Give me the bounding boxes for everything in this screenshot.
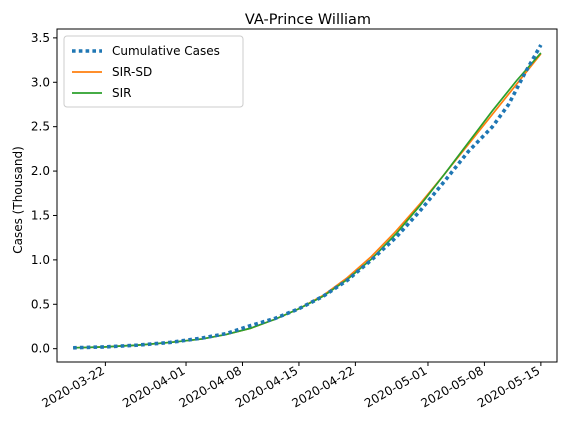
y-tick-label: 2.5 bbox=[31, 120, 50, 134]
legend-label: Cumulative Cases bbox=[112, 44, 220, 58]
y-tick-label: 0.5 bbox=[31, 297, 50, 311]
y-tick-label: 0.0 bbox=[31, 342, 50, 356]
y-tick-label: 2.0 bbox=[31, 164, 50, 178]
y-tick-label: 1.5 bbox=[31, 208, 50, 222]
legend-box bbox=[63, 35, 244, 108]
legend-label: SIR bbox=[112, 86, 132, 100]
plot-frame bbox=[56, 28, 558, 363]
chart-title: VA-Prince William bbox=[245, 12, 371, 28]
series-line-cumulative-cases bbox=[73, 44, 543, 350]
y-tick-label: 1.0 bbox=[31, 253, 50, 267]
y-tick-label: 3.0 bbox=[31, 75, 50, 89]
y-tick-label: 3.5 bbox=[31, 31, 50, 45]
y-axis-label: Cases (Thousand) bbox=[11, 146, 25, 254]
legend-label: SIR-SD bbox=[112, 65, 152, 79]
legend: Cumulative Cases SIR-SD SIR bbox=[63, 35, 244, 108]
